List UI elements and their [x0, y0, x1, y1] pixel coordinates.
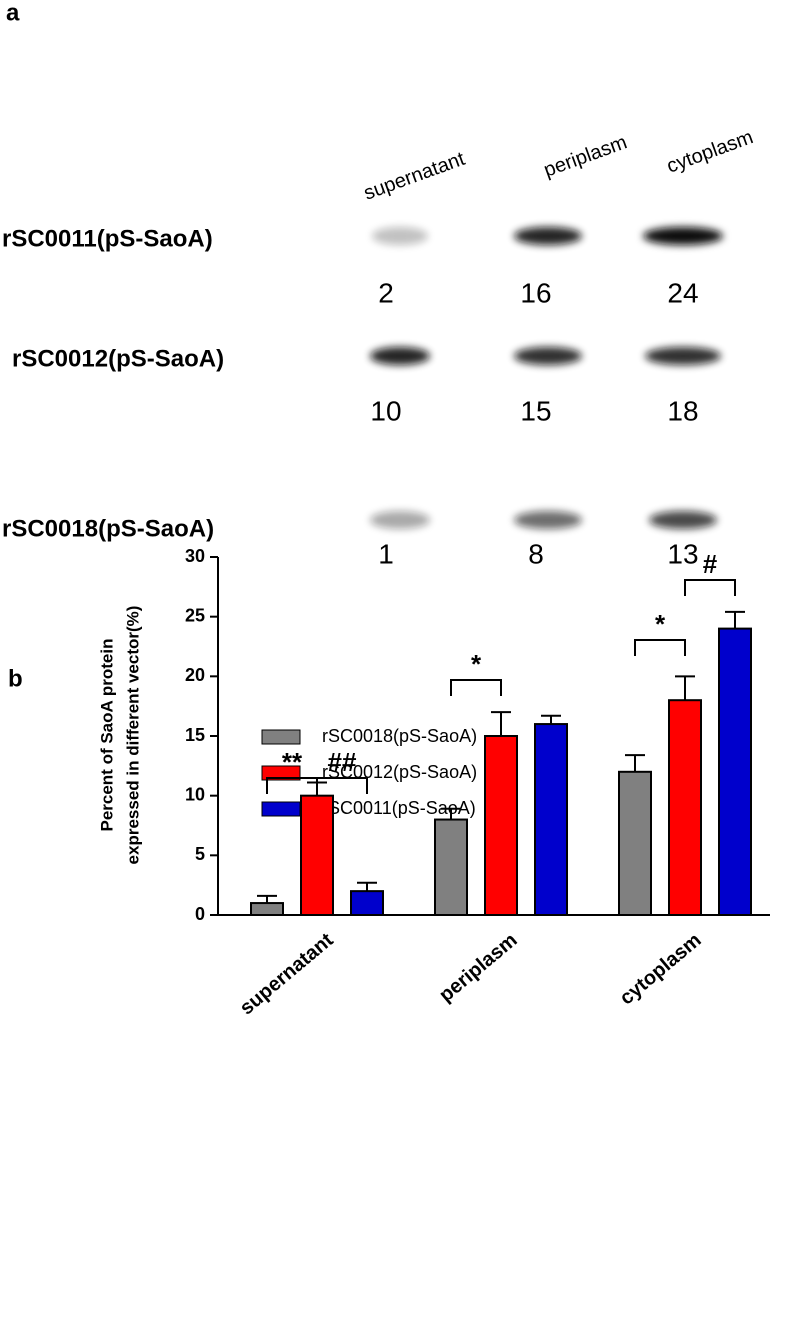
bar	[434, 818, 468, 916]
panel-label: a	[6, 0, 20, 26]
significance-bracket	[634, 639, 686, 656]
band-value: 8	[528, 538, 544, 569]
x-tick-label: supernatant	[236, 929, 338, 1020]
band-value: 18	[667, 395, 698, 426]
x-tick-label: periplasm	[435, 929, 522, 1007]
bar	[618, 770, 652, 916]
band-value: 10	[370, 395, 401, 426]
bar	[668, 699, 702, 917]
legend-swatch	[261, 765, 301, 781]
column-header: periplasm	[541, 131, 630, 181]
legend-swatch	[261, 729, 301, 745]
y-tick-label: 20	[185, 665, 205, 685]
blot-band	[372, 227, 428, 245]
blot-band	[649, 511, 717, 529]
legend-label: rSC0011(pS-SaoA)	[322, 798, 476, 818]
significance-bracket	[316, 777, 368, 794]
bar	[250, 902, 284, 916]
band-value: 15	[520, 395, 551, 426]
blot-band	[514, 347, 582, 365]
y-tick-label: 30	[185, 546, 205, 566]
bar	[350, 890, 384, 917]
y-tick-label: 5	[195, 844, 205, 864]
bar	[718, 627, 752, 916]
blot-band	[645, 347, 721, 365]
y-tick-label: 25	[185, 605, 205, 625]
band-value: 2	[378, 277, 394, 308]
band-value: 16	[520, 277, 551, 308]
legend-label: rSC0012(pS-SaoA)	[322, 762, 477, 782]
significance-label: ##	[328, 747, 357, 777]
legend-swatch	[261, 801, 301, 817]
significance-label: *	[655, 609, 666, 639]
significance-label: **	[282, 747, 303, 777]
row-label: rSC0012(pS-SaoA)	[12, 345, 224, 372]
band-value: 1	[378, 538, 394, 569]
column-header: supernatant	[361, 148, 468, 205]
y-tick-label: 0	[195, 904, 205, 924]
significance-label: #	[703, 549, 718, 579]
band-value: 13	[667, 538, 698, 569]
y-tick-label: 15	[185, 725, 205, 745]
blot-band	[643, 227, 723, 245]
row-label: rSC0018(pS-SaoA)	[2, 515, 214, 542]
bar	[534, 723, 568, 916]
significance-bracket	[450, 679, 502, 696]
blot-band	[514, 227, 582, 245]
blot-band	[514, 511, 582, 529]
bar	[300, 794, 334, 917]
bar	[484, 735, 518, 916]
x-tick-label: cytoplasm	[616, 929, 706, 1009]
blot-band	[370, 511, 430, 529]
blot-band	[370, 347, 430, 365]
y-tick-label: 10	[185, 784, 205, 804]
row-label: rSC0011(pS-SaoA)	[2, 225, 213, 252]
legend-label: rSC0018(pS-SaoA)	[322, 726, 477, 746]
column-header: cytoplasm	[664, 126, 756, 177]
significance-label: *	[471, 649, 482, 679]
significance-bracket	[684, 579, 736, 596]
panel-label: b	[8, 665, 23, 692]
y-axis-label: expressed in different vector(%)	[123, 606, 142, 865]
band-value: 24	[667, 277, 698, 308]
y-axis-label: Percent of SaoA protein	[97, 638, 116, 831]
